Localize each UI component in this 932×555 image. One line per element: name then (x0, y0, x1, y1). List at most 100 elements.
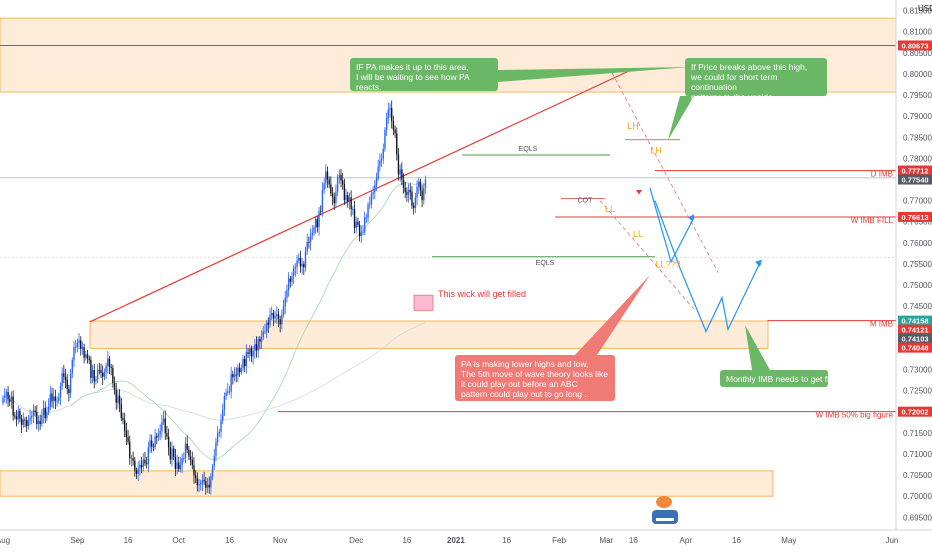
candle-body (416, 187, 417, 198)
candle-body (80, 340, 81, 348)
candle-body (393, 121, 394, 130)
candle-body (18, 411, 19, 419)
candle-body (28, 420, 29, 426)
candle-body (215, 442, 216, 456)
price-tick: 0.78500 (903, 133, 932, 142)
price-tick: 0.81000 (903, 28, 932, 37)
candle-body (401, 169, 402, 179)
candle (384, 127, 385, 152)
price-tick: 0.77000 (903, 197, 932, 206)
candle-body (301, 264, 302, 267)
candle-body (386, 118, 387, 130)
price-tick: 0.74500 (903, 302, 932, 311)
candle-body (394, 130, 395, 134)
candle-body (261, 337, 262, 342)
candle-body (105, 366, 106, 372)
candle-body (14, 416, 15, 417)
candle-body (399, 169, 400, 174)
candle-body (230, 374, 231, 391)
candle-body (11, 397, 12, 402)
candle-body (359, 225, 360, 236)
candle-body (132, 458, 133, 461)
candle-body (202, 480, 203, 483)
candle-body (116, 390, 117, 403)
chart-label: COT (578, 197, 594, 204)
candle-body (376, 178, 377, 185)
time-tick: 16 (225, 536, 234, 545)
candle-body (193, 465, 194, 475)
candle-body (379, 160, 380, 166)
level-label: W IMB 50% big figure (816, 411, 894, 420)
candle-body (268, 323, 269, 325)
price-tick: 0.80000 (903, 70, 932, 79)
candle-body (398, 155, 399, 175)
level-label: W IMB FILL (851, 216, 894, 225)
candle-body (291, 276, 292, 282)
candle-body (138, 468, 139, 473)
candle-body (335, 192, 336, 203)
candle-body (50, 394, 51, 407)
price-tag: 0.77540 (901, 176, 928, 185)
candle-body (288, 279, 289, 290)
candle-body (217, 433, 218, 442)
time-tick: Feb (552, 536, 566, 545)
candle-body (73, 347, 74, 360)
candle-body (19, 411, 20, 419)
candle-body (90, 360, 91, 378)
candle-body (337, 178, 338, 192)
candle-body (208, 485, 209, 488)
candle-body (352, 209, 353, 210)
candle-body (143, 460, 144, 467)
candle-body (303, 264, 304, 267)
candle-body (362, 232, 363, 233)
candle-body (323, 183, 324, 190)
time-tick: 16 (732, 536, 741, 545)
candle-body (82, 347, 83, 349)
price-tick: 0.73000 (903, 366, 932, 375)
candle-body (244, 359, 245, 366)
candle-body (310, 235, 311, 242)
wick-note: This wick will get filled (438, 289, 526, 299)
price-tick: 0.70500 (903, 471, 932, 480)
chart-label: LL??? (655, 260, 680, 270)
candle-body (327, 171, 328, 179)
candle-body (39, 421, 40, 424)
candle-body (23, 420, 24, 425)
candle-body (168, 437, 169, 448)
candle-body (312, 233, 313, 236)
candle-body (129, 442, 130, 458)
candle-body (344, 184, 345, 200)
candle-body (317, 219, 318, 227)
candle-body (411, 192, 412, 206)
time-tick: Mar (599, 536, 613, 545)
candle-body (75, 347, 76, 348)
candle-body (239, 368, 240, 372)
candle-body (46, 412, 47, 418)
price-tick: 0.69500 (903, 513, 932, 522)
candle-body (187, 444, 188, 450)
candle-body (256, 344, 257, 350)
candle-body (36, 412, 37, 424)
candle-body (60, 386, 61, 398)
candle-body (405, 188, 406, 192)
candle-body (318, 211, 319, 227)
time-tick: 16 (629, 536, 638, 545)
candle-body (210, 476, 211, 487)
candle-body (41, 415, 42, 424)
candle-body (298, 258, 299, 261)
time-tick: 16 (124, 536, 133, 545)
candle-body (350, 197, 351, 209)
candle-body (246, 352, 247, 366)
candle-body (286, 290, 287, 298)
candle-body (307, 242, 308, 251)
candle-body (9, 400, 10, 402)
candle-body (126, 431, 127, 437)
candle-body (159, 431, 160, 434)
candle-body (214, 456, 215, 467)
level-label: D IMB (871, 170, 893, 179)
candle-body (232, 374, 233, 377)
zone-1 (90, 321, 768, 348)
time-tick: Aug (0, 536, 10, 545)
candle-body (237, 368, 238, 376)
